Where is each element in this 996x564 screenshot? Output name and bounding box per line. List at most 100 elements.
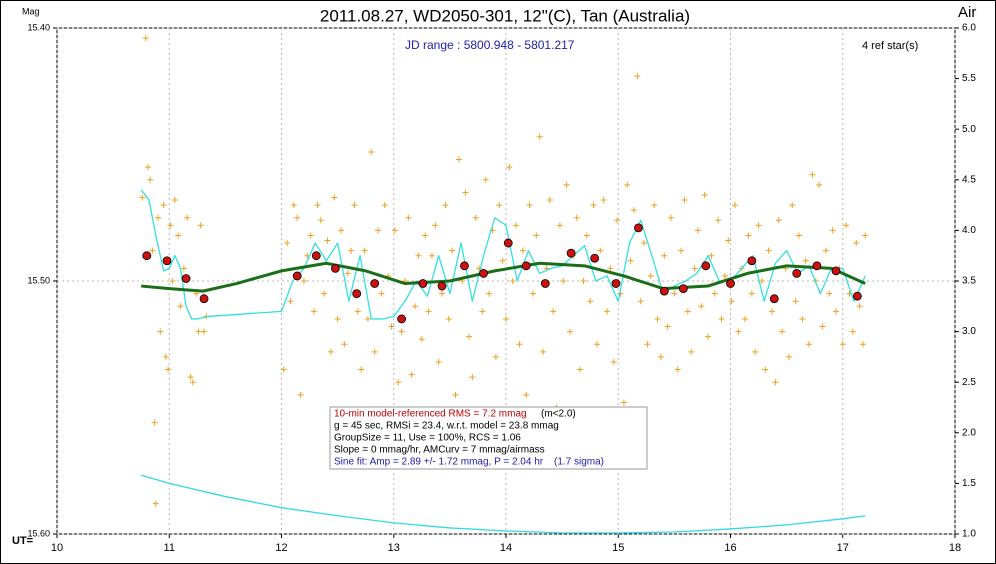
data-point <box>715 217 722 224</box>
data-point <box>563 181 570 188</box>
data-point <box>789 202 796 209</box>
data-point <box>442 202 449 209</box>
data-point <box>149 247 156 254</box>
data-point <box>819 323 826 330</box>
binned-point <box>701 261 711 271</box>
data-point <box>351 202 358 209</box>
data-point <box>371 348 378 355</box>
data-point <box>425 308 432 315</box>
data-point <box>654 315 661 322</box>
data-point <box>368 148 375 155</box>
data-point <box>822 247 829 254</box>
data-point <box>391 227 398 234</box>
data-point <box>775 217 782 224</box>
data-point <box>469 374 476 381</box>
data-point <box>630 207 637 214</box>
data-point <box>634 73 641 80</box>
binned-point <box>747 256 757 266</box>
data-point <box>769 308 776 315</box>
x-tick-label: 11 <box>164 542 175 554</box>
binned-point <box>812 261 822 271</box>
binned-point <box>352 289 362 299</box>
data-point <box>755 222 762 229</box>
data-point <box>688 348 695 355</box>
fit-line <box>140 189 866 320</box>
data-point <box>731 202 738 209</box>
data-point <box>445 315 452 322</box>
data-point <box>381 202 388 209</box>
data-point <box>540 348 547 355</box>
data-point <box>499 257 506 264</box>
data-point <box>314 202 321 209</box>
data-point <box>331 194 338 201</box>
data-point <box>449 247 456 254</box>
info-line: (m<2.0) <box>541 409 576 420</box>
y2-tick-label: 3.5 <box>962 276 976 287</box>
data-point <box>187 374 194 381</box>
data-point <box>486 290 493 297</box>
data-point <box>189 379 196 386</box>
data-point <box>533 232 540 239</box>
y2-tick-label: 5.0 <box>962 124 976 135</box>
data-point <box>758 278 765 284</box>
data-point <box>580 278 587 284</box>
binned-point <box>181 274 191 283</box>
data-point <box>167 222 174 229</box>
data-point <box>412 303 419 310</box>
info-line: (1.7 sigma) <box>554 457 604 468</box>
data-point <box>155 214 162 221</box>
data-point <box>327 348 334 355</box>
data-point <box>395 379 402 386</box>
data-point <box>482 176 489 183</box>
data-point <box>856 303 863 310</box>
data-point <box>833 308 840 315</box>
data-point <box>321 290 328 297</box>
binned-point <box>831 266 841 276</box>
binned-point <box>611 279 621 288</box>
data-point <box>197 222 204 229</box>
data-point <box>465 333 472 340</box>
x-tick-label: 13 <box>388 542 400 554</box>
data-point <box>415 252 422 259</box>
data-point <box>422 232 429 239</box>
data-point <box>684 308 691 315</box>
data-point <box>604 308 611 315</box>
data-point <box>752 348 759 355</box>
data-point <box>795 232 802 239</box>
data-point <box>651 202 658 209</box>
data-point <box>735 328 742 335</box>
data-point <box>398 328 405 335</box>
data-point <box>455 156 462 163</box>
info-line: GroupSize = 11, Use = 100%, RCS = 1.06 <box>334 433 521 444</box>
data-point <box>348 247 355 254</box>
data-point <box>546 197 553 204</box>
data-point <box>496 202 503 209</box>
data-point <box>509 278 516 284</box>
data-point <box>742 315 749 322</box>
data-point <box>859 341 866 348</box>
data-point <box>472 214 479 221</box>
data-point <box>566 328 573 335</box>
data-point <box>287 298 294 305</box>
data-point <box>139 194 146 201</box>
x-tick-label: 17 <box>837 542 849 554</box>
y2-tick-label: 6.0 <box>962 23 976 34</box>
data-point <box>358 366 365 373</box>
y2-tick-label: 5.5 <box>962 73 976 84</box>
data-point <box>765 247 772 254</box>
data-point <box>513 222 520 229</box>
data-point <box>503 315 509 322</box>
binned-point <box>566 248 576 258</box>
y2-tick-label: 4.0 <box>962 225 976 236</box>
data-point <box>177 303 184 310</box>
data-point <box>708 252 715 259</box>
data-point <box>762 366 769 373</box>
y2-tick-label: 1.5 <box>962 478 976 489</box>
data-point <box>799 315 806 322</box>
binned-point <box>634 223 643 233</box>
data-point <box>806 341 813 348</box>
data-point <box>536 133 543 140</box>
data-point <box>364 315 371 322</box>
data-point <box>435 358 442 365</box>
binned-point <box>792 269 802 278</box>
